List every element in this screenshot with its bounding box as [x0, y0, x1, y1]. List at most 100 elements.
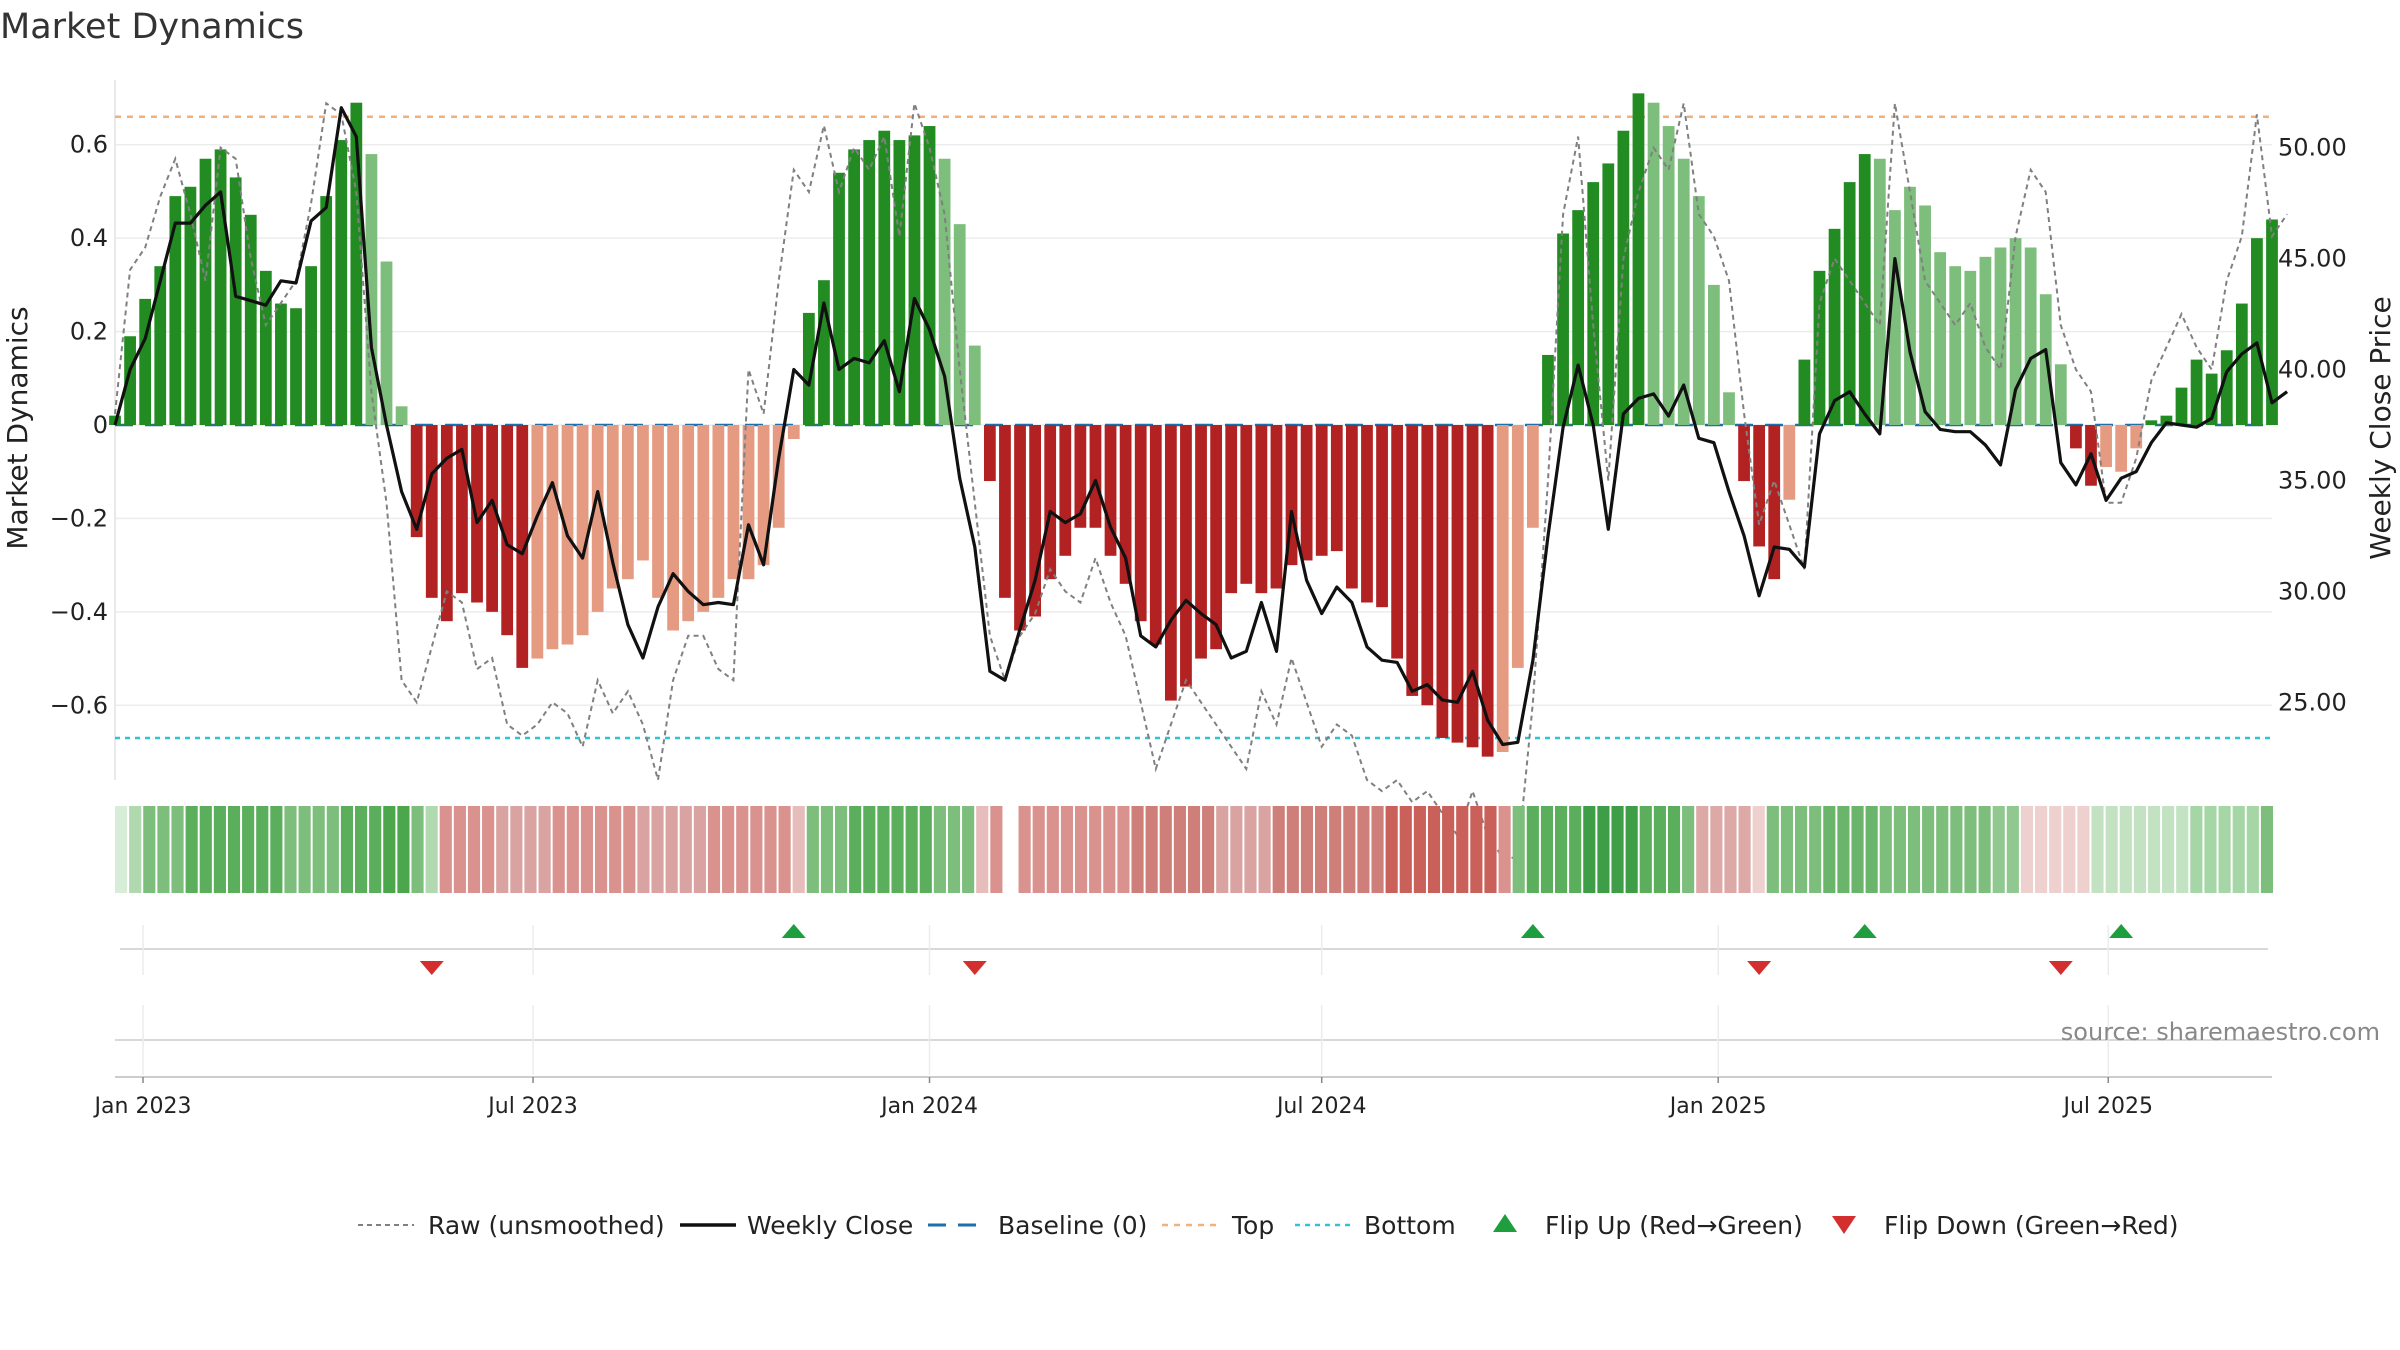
- source-credit: source: sharemaestro.com: [2061, 1018, 2380, 1046]
- strip-cell: [1173, 806, 1186, 893]
- flip-down-marker: [2048, 961, 2073, 975]
- strip-cell: [2020, 806, 2034, 893]
- reference-lines: [115, 115, 2272, 740]
- legend-item-close: Weekly Close: [680, 1211, 913, 1240]
- strip-cell: [806, 806, 819, 893]
- dynamics-bar: [1572, 210, 1585, 425]
- strip-cell: [2035, 806, 2048, 893]
- dynamics-bar: [1708, 284, 1720, 425]
- dynamics-bar: [1647, 102, 1660, 426]
- dynamics-bar: [1029, 425, 1042, 617]
- strip-cell: [425, 806, 438, 893]
- strip-cell: [482, 806, 495, 893]
- strip-cell: [1809, 806, 1822, 893]
- dynamics-bar: [2100, 425, 2112, 468]
- right-tick-label: 40.00: [2278, 356, 2347, 384]
- dynamics-bar: [968, 345, 981, 425]
- dynamics-bar: [2266, 219, 2278, 425]
- strip-cell: [792, 806, 805, 893]
- dynamics-bar: [863, 140, 876, 425]
- strip-cell: [750, 806, 763, 893]
- strip-cell: [1456, 806, 1469, 893]
- flip-up-marker: [2109, 924, 2134, 938]
- left-tick-label: 0.6: [70, 131, 108, 159]
- dynamics-bar: [290, 308, 302, 425]
- left-tick-label: −0.4: [50, 598, 108, 626]
- dynamics-bar: [275, 303, 287, 425]
- dynamics-bar: [1677, 158, 1690, 425]
- dynamics-bar: [124, 336, 136, 425]
- strip-cell: [1597, 806, 1610, 893]
- dynamics-bar: [139, 298, 152, 425]
- strip-cell: [1427, 806, 1441, 893]
- strip-cell: [1992, 806, 2005, 893]
- dynamics-bar: [1723, 392, 1735, 425]
- dynamics-bar: [2009, 238, 2022, 425]
- strip-cell: [411, 806, 424, 893]
- left-axis-label: Market Dynamics: [1, 306, 34, 549]
- strip-cell: [962, 806, 975, 893]
- dynamics-bar: [2024, 247, 2037, 425]
- flip-up-marker: [1520, 924, 1545, 938]
- legend-label: Raw (unsmoothed): [428, 1211, 665, 1240]
- strip-cell: [2119, 806, 2132, 893]
- strip-cell: [242, 806, 255, 893]
- strip-cell: [1583, 806, 1596, 893]
- strip-cell: [1046, 806, 1059, 893]
- flip-down-marker: [1747, 961, 1772, 975]
- dynamics-bar: [395, 406, 408, 425]
- strip-cell: [1089, 806, 1102, 893]
- strip-cell: [2049, 806, 2062, 893]
- dynamics-bar: [1949, 266, 1962, 425]
- dynamics-bar: [757, 425, 770, 566]
- dynamics-bar: [1014, 425, 1026, 631]
- strip-cell: [651, 806, 664, 893]
- empty-bottom-panel: [115, 1005, 2272, 1078]
- strip-cell: [510, 806, 523, 893]
- dynamics-bar: [199, 158, 212, 425]
- strip-cell: [976, 806, 989, 893]
- strip-cell: [722, 806, 735, 893]
- dynamics-bar: [1496, 425, 1509, 752]
- dynamics-bar: [1421, 425, 1434, 706]
- dynamics-bar: [652, 425, 664, 598]
- dynamics-bar: [1345, 425, 1358, 589]
- dynamics-bar: [1964, 270, 1977, 425]
- legend-label: Baseline (0): [998, 1211, 1147, 1240]
- strip-cell: [524, 806, 537, 893]
- dynamics-bar: [154, 266, 167, 425]
- strip-cell: [891, 806, 904, 893]
- dynamics-bar: [425, 425, 438, 598]
- strip-cell: [1653, 806, 1666, 893]
- dynamics-bar: [682, 425, 695, 622]
- dynamics-bar: [259, 270, 272, 425]
- dynamics-bar: [1134, 425, 1147, 622]
- strip-cell: [355, 806, 368, 893]
- x-tick-label: Jan 2023: [93, 1094, 192, 1119]
- weekly-close-line: [113, 106, 2289, 747]
- dynamics-bar: [2130, 425, 2143, 449]
- dynamics-bar: [1225, 425, 1238, 594]
- dynamics-bar: [2070, 425, 2082, 449]
- strip-cell: [1526, 806, 1539, 893]
- dynamics-bar: [2054, 364, 2067, 425]
- strip-cell: [326, 806, 339, 893]
- dynamics-bar: [938, 158, 951, 425]
- dynamics-bar: [229, 177, 242, 425]
- dynamics-bar: [999, 425, 1011, 598]
- dynamics-bar: [1300, 425, 1313, 561]
- dynamics-bar: [818, 280, 830, 425]
- strip-cell: [990, 806, 1003, 893]
- dynamics-bar: [1692, 196, 1705, 425]
- strip-cell: [1145, 806, 1158, 893]
- strip-cell: [439, 806, 452, 893]
- strip-cell: [863, 806, 876, 893]
- strip-cell: [1752, 806, 1765, 893]
- left-y-axis: 0.6 0.4 0.2 0 −0.2 −0.4 −0.6: [50, 131, 108, 720]
- dynamics-bar: [1753, 425, 1766, 547]
- strip-cell: [1258, 806, 1271, 893]
- flip-down-marker: [419, 961, 444, 975]
- dynamics-bar: [2145, 420, 2158, 425]
- strip-cell: [1413, 806, 1426, 893]
- legend-label: Flip Up (Red→Green): [1545, 1211, 1803, 1240]
